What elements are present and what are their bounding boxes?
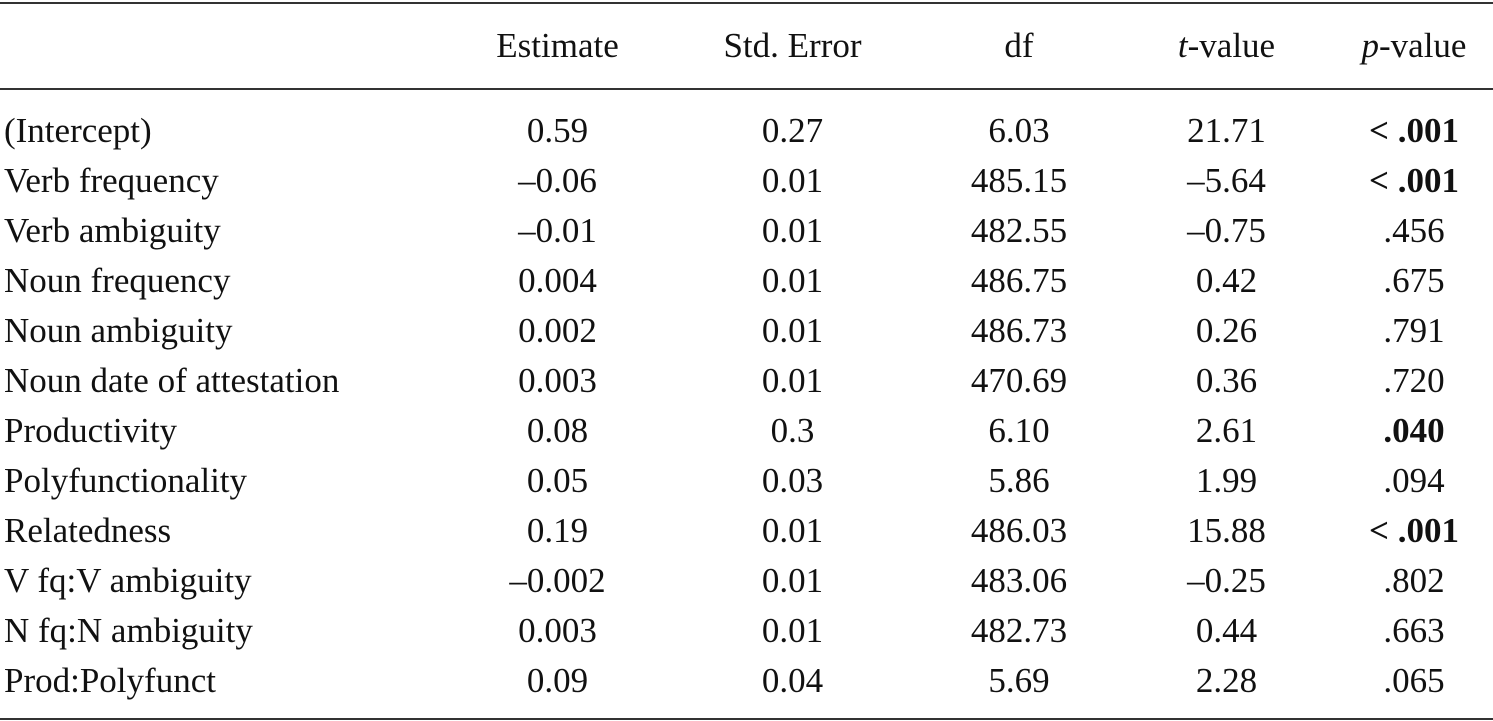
table-row: (Intercept) 0.59 0.27 6.03 21.71 < .001 [0,89,1493,156]
cell: .720 [1383,361,1445,400]
cell: < .001 [1369,511,1459,550]
cell: 0.19 [526,511,589,550]
cell: .791 [1383,311,1445,350]
cell: 2.61 [1195,411,1258,450]
cell: 485.15 [970,161,1068,200]
row-label: Noun date of attestation [4,361,340,400]
table-row: Productivity 0.08 0.3 6.10 2.61 .040 [0,406,1493,456]
table-row: Relatedness 0.19 0.01 486.03 15.88 < .001 [0,506,1493,556]
cell: –0.25 [1187,561,1266,600]
cell: 0.01 [761,361,824,400]
cell: 0.01 [761,511,824,550]
row-label: V fq:V ambiguity [4,561,252,600]
cell: .802 [1383,561,1445,600]
table-row: Verb ambiguity –0.01 0.01 482.55 –0.75 .456 [0,206,1493,256]
cell: 1.99 [1195,461,1258,500]
cell: 482.73 [970,611,1068,650]
cell: .065 [1383,661,1445,700]
cell: 0.59 [526,111,589,150]
row-label: Verb frequency [4,161,219,200]
cell: .040 [1383,411,1445,450]
cell: 0.09 [526,661,589,700]
cell: 483.06 [970,561,1068,600]
table-row: Noun frequency 0.004 0.01 486.75 0.42 .675 [0,256,1493,306]
row-label: Productivity [4,411,178,450]
cell: 0.05 [526,461,589,500]
cell: 0.03 [761,461,824,500]
table-row: Prod:Polyfunct 0.09 0.04 5.69 2.28 .065 [0,656,1493,719]
cell: 0.27 [761,111,824,150]
cell: 0.01 [761,611,824,650]
cell: 2.28 [1195,661,1258,700]
cell: .094 [1383,461,1445,500]
cell: 0.42 [1195,261,1258,300]
cell: 0.3 [770,411,815,450]
cell: < .001 [1369,111,1459,150]
cell: 0.01 [761,561,824,600]
column-header: Std. Error [723,26,862,65]
cell: –0.01 [518,211,597,250]
cell: 5.69 [988,661,1050,700]
cell: .663 [1383,611,1445,650]
header-empty [0,3,450,89]
column-header: p-value [1361,26,1467,65]
cell: 21.71 [1187,111,1266,150]
cell: 6.03 [988,111,1050,150]
cell: 0.002 [518,311,597,350]
cell: 0.003 [518,611,597,650]
column-header: t-value [1177,26,1276,65]
table-row: Verb frequency –0.06 0.01 485.15 –5.64 < .001 [0,156,1493,206]
row-label: Noun ambiguity [4,311,233,350]
cell: 0.01 [761,261,824,300]
cell: 486.73 [970,311,1068,350]
cell: –5.64 [1187,161,1266,200]
cell: 0.44 [1195,611,1258,650]
cell: 0.36 [1195,361,1258,400]
cell: 482.55 [970,211,1068,250]
table-row: V fq:V ambiguity –0.002 0.01 483.06 –0.25 .80… [0,556,1493,606]
cell: .675 [1383,261,1445,300]
table-row: Polyfunctionality 0.05 0.03 5.86 1.99 .094 [0,456,1493,506]
column-header: Estimate [496,26,619,65]
cell: 470.69 [970,361,1068,400]
table-row: N fq:N ambiguity 0.003 0.01 482.73 0.44 .663 [0,606,1493,656]
cell: 0.01 [761,311,824,350]
row-label: Noun frequency [4,261,231,300]
cell: –0.002 [509,561,606,600]
row-label: Relatedness [4,511,172,550]
cell: 0.08 [526,411,589,450]
table-row: Noun date of attestation 0.003 0.01 470.69 0… [0,356,1493,406]
cell: –0.75 [1187,211,1266,250]
cell: 0.26 [1195,311,1258,350]
header-row: Estimate Std. Error df t-value p-value [0,3,1493,89]
cell: –0.06 [518,161,597,200]
cell: 486.75 [970,261,1068,300]
table-body: (Intercept) 0.59 0.27 6.03 21.71 < .001 Verb f… [0,89,1493,719]
column-header: df [1004,26,1034,65]
cell: 0.04 [761,661,824,700]
cell: 0.003 [518,361,597,400]
row-label: Verb ambiguity [4,211,221,250]
cell: 0.01 [761,161,824,200]
row-label: Polyfunctionality [4,461,248,500]
cell: 486.03 [970,511,1068,550]
row-label: Prod:Polyfunct [4,661,216,700]
row-label: N fq:N ambiguity [4,611,253,650]
cell: .456 [1383,211,1445,250]
row-label: (Intercept) [4,111,152,150]
cell: 0.01 [761,211,824,250]
table-row: Noun ambiguity 0.002 0.01 486.73 0.26 .791 [0,306,1493,356]
cell: 15.88 [1187,511,1266,550]
cell: 0.004 [518,261,597,300]
cell: 5.86 [988,461,1050,500]
cell: < .001 [1369,161,1459,200]
cell: 6.10 [988,411,1050,450]
